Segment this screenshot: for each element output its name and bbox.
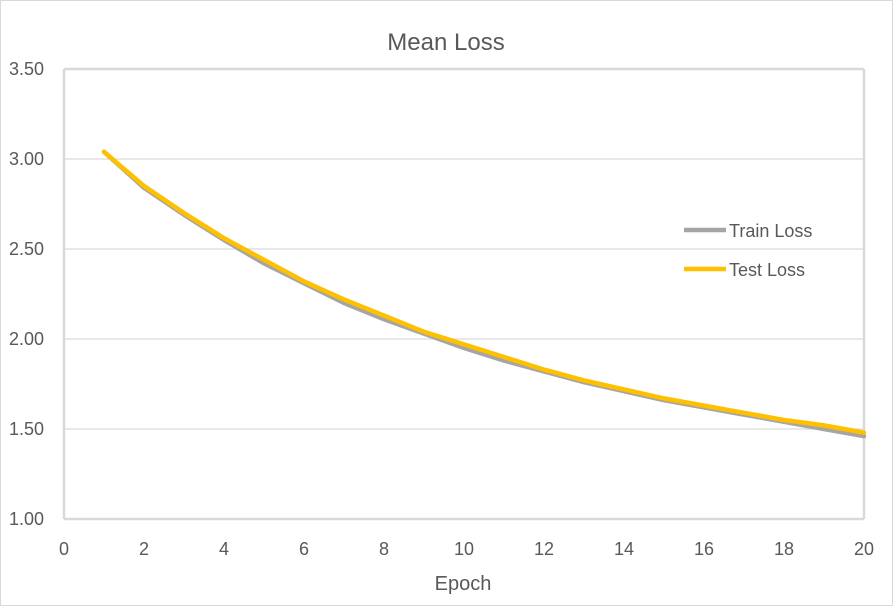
- series-line-test-loss: [101, 149, 867, 435]
- y-tick-label: 2.50: [9, 239, 44, 259]
- grid-layer: [62, 67, 866, 521]
- x-tick-label: 18: [774, 539, 794, 559]
- x-tick-label: 0: [59, 539, 69, 559]
- chart-title: Mean Loss: [387, 29, 504, 56]
- series-layer: [101, 149, 867, 439]
- y-tick-label: 1.50: [9, 419, 44, 439]
- legend-layer: Train Loss Test Loss: [684, 221, 812, 280]
- y-tick-label: 1.00: [9, 509, 44, 529]
- x-tick-label: 2: [139, 539, 149, 559]
- y-tick-label: 3.50: [9, 59, 44, 79]
- series-line-train-loss: [101, 149, 867, 439]
- x-tick-label: 4: [219, 539, 229, 559]
- axis-layer: 1.00 1.50 2.00 2.50 3.00 3.50 0 2 4 6 8 10 12 14 16 18 2…: [9, 59, 874, 559]
- x-tick-label: 12: [534, 539, 554, 559]
- y-tick-label: 3.00: [9, 149, 44, 169]
- x-tick-label: 20: [854, 539, 874, 559]
- legend-label: Train Loss: [729, 221, 812, 241]
- x-tick-label: 10: [454, 539, 474, 559]
- x-tick-label: 14: [614, 539, 634, 559]
- y-tick-label: 2.00: [9, 329, 44, 349]
- x-axis-label: Epoch: [435, 573, 492, 595]
- x-tick-label: 16: [694, 539, 714, 559]
- legend-label: Test Loss: [729, 260, 805, 280]
- x-tick-label: 8: [379, 539, 389, 559]
- x-tick-label: 6: [299, 539, 309, 559]
